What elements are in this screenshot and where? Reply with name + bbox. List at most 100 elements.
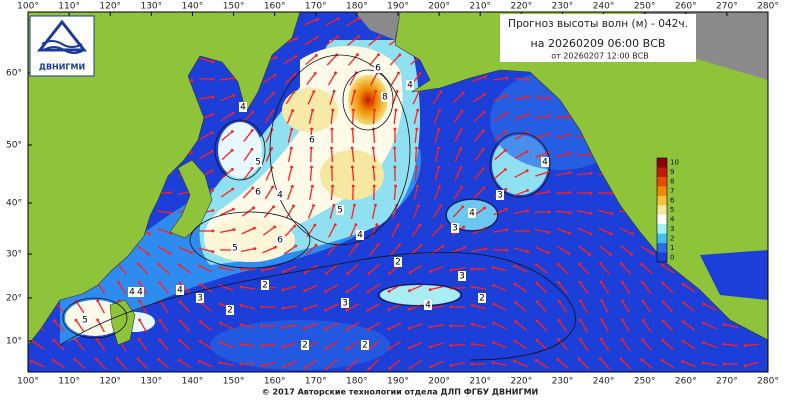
arrow-head [527,78,530,81]
arrow-head [408,346,411,349]
arrow-head [621,281,624,284]
colorbar-swatch [657,253,667,263]
lon-label-bottom: 150° [223,377,245,387]
arrow-head [513,360,516,363]
arrow-head [353,204,356,207]
arrow-head [137,262,140,265]
contour-label: 6 [255,188,261,198]
arrow-head [282,270,285,273]
arrow-head [394,185,397,188]
arrow-head [282,346,285,349]
arrow-head [377,243,380,246]
arrow-head [211,250,214,253]
arrow-head [415,147,418,150]
arrow-head [292,205,295,208]
arrow-head [303,308,306,311]
arrow [556,193,570,194]
arrow-head [578,262,581,265]
colorbar-swatch [657,205,667,215]
arrow-head [316,18,319,21]
arrow-head [396,90,399,93]
lon-label-top: 210° [469,2,491,12]
contour-label: 3 [197,294,203,304]
arrow-head [240,323,243,326]
lat-label: 20° [6,294,22,304]
arrow-head [334,72,337,75]
arrow-head [409,366,412,369]
lat-label: 50° [6,141,22,151]
arrow-head [600,318,603,321]
arrow-head [190,151,193,154]
arrow-head [723,343,726,346]
arrow-head [232,228,235,231]
lon-label-top: 170° [305,2,327,12]
arrow-head [438,185,441,188]
arrow-head [313,224,316,227]
arrow-head [409,271,412,274]
arrow-head [642,300,645,303]
arrow-head [631,232,634,235]
arrow-head [179,282,182,285]
arrow-head [282,366,285,369]
arrow-head [398,243,401,246]
arrow-head [420,244,423,247]
arrow-head [415,128,418,131]
arrow-head [702,303,705,306]
arrow-head [504,130,507,133]
lon-label-top: 130° [140,2,162,12]
arrow [416,148,417,162]
arrow-head [295,37,298,40]
arrow-head [354,223,357,226]
arrow-head [526,189,529,192]
contour-label: 3 [497,191,503,201]
arrow [199,79,213,80]
contour-label: 5 [255,158,261,168]
arrow-head [333,90,336,93]
contour-label: 2 [302,341,308,351]
arrow-head [294,245,297,248]
lon-label-top: 200° [428,2,450,12]
colorbar-swatch [657,215,667,225]
arrow-head [330,128,333,131]
contour-label: 2 [262,281,268,291]
arrow-head [219,341,222,344]
contour-label: 4 [240,103,246,113]
arrow-head [356,53,359,56]
arrow-head [366,328,369,331]
colorbar-label: 0 [670,253,674,261]
arrow-head [375,223,378,226]
colorbar-label: 1 [670,244,674,252]
arrow-head [291,185,294,188]
arrow [311,148,312,162]
arrow-head [556,358,559,361]
arrow-head [240,343,243,346]
lon-label-top: 240° [593,2,615,12]
arrow-head [199,320,202,323]
arrow-head [261,269,264,272]
arrow-head [513,265,516,268]
arrow-head [526,113,529,116]
arrow-head [394,128,397,131]
arrow-head [159,319,162,322]
arrow-head [662,319,665,322]
arrow-head [304,367,307,370]
arrow-head [471,267,474,270]
arrow-head [439,91,442,94]
arrow-head [526,169,529,172]
arrow-head [253,227,256,230]
contour-label: 4 [137,288,143,298]
arrow-head [506,77,509,80]
arrow-head [331,185,334,188]
arrow-head [272,205,275,208]
arrow-head [310,147,313,150]
arrow-head [416,185,419,188]
lon-label-top: 140° [182,2,204,12]
arrow-head [492,302,495,305]
arrow-head [295,55,298,58]
arrow-head [483,207,486,210]
arrow-head [282,288,285,291]
lon-label-top: 150° [223,2,245,12]
arrow-head [315,244,318,247]
arrow-head [232,208,235,211]
